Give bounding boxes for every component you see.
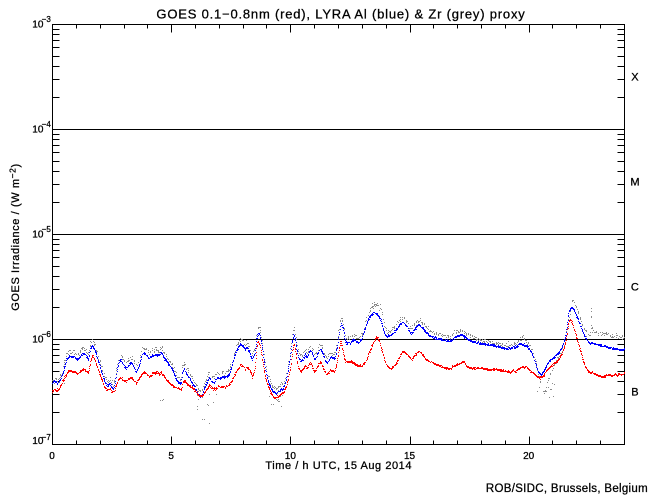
svg-text:5: 5 bbox=[168, 451, 174, 462]
svg-text:GOES 0.1−0.8nm (red), LYRA Al: GOES 0.1−0.8nm (red), LYRA Al (blue) & Z… bbox=[156, 7, 525, 22]
svg-text:15: 15 bbox=[404, 451, 416, 462]
svg-text:20: 20 bbox=[523, 451, 535, 462]
svg-text:10: 10 bbox=[32, 436, 44, 447]
svg-text:10: 10 bbox=[32, 125, 44, 136]
svg-text:−6: −6 bbox=[42, 330, 52, 339]
svg-text:10: 10 bbox=[32, 20, 44, 31]
svg-text:GOES Irradiance / (W m−2): GOES Irradiance / (W m−2) bbox=[8, 163, 23, 311]
svg-text:ROB/SIDC, Brussels, Belgium: ROB/SIDC, Brussels, Belgium bbox=[486, 483, 648, 495]
svg-text:M: M bbox=[630, 177, 639, 189]
svg-text:0: 0 bbox=[49, 451, 55, 462]
svg-text:X: X bbox=[631, 72, 639, 84]
svg-text:−3: −3 bbox=[42, 15, 52, 24]
svg-text:10: 10 bbox=[32, 230, 44, 241]
svg-text:−4: −4 bbox=[42, 120, 52, 129]
svg-text:C: C bbox=[631, 282, 639, 294]
svg-text:Time / h UTC, 15 Aug 2014: Time / h UTC, 15 Aug 2014 bbox=[265, 460, 412, 472]
svg-text:−5: −5 bbox=[42, 225, 52, 234]
svg-text:−7: −7 bbox=[42, 433, 52, 442]
svg-text:10: 10 bbox=[32, 335, 44, 346]
svg-text:B: B bbox=[631, 387, 638, 399]
svg-text:10: 10 bbox=[285, 451, 297, 462]
